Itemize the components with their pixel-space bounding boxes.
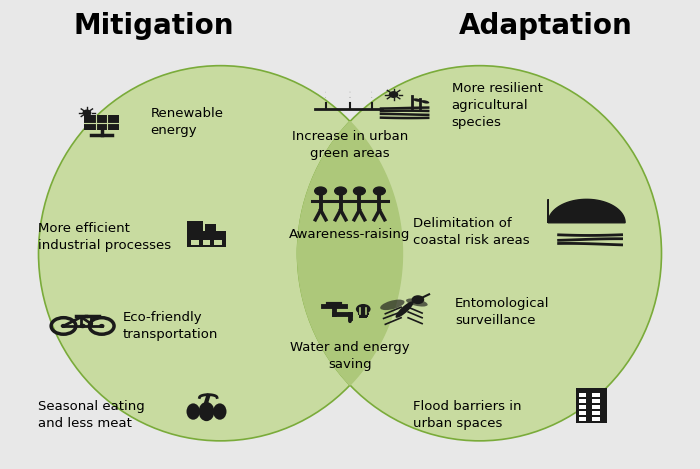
- Text: Delimitation of
coastal risk areas: Delimitation of coastal risk areas: [413, 217, 530, 247]
- Polygon shape: [548, 199, 625, 223]
- Bar: [186, 231, 227, 247]
- Circle shape: [99, 325, 104, 327]
- Ellipse shape: [38, 66, 402, 441]
- Ellipse shape: [199, 402, 214, 421]
- Circle shape: [354, 187, 365, 195]
- Text: More resilient
agricultural
species: More resilient agricultural species: [452, 82, 542, 129]
- Bar: [592, 399, 600, 403]
- Text: Water and energy
saving: Water and energy saving: [290, 341, 410, 371]
- Bar: [190, 240, 199, 245]
- Text: More efficient
industrial processes: More efficient industrial processes: [38, 222, 172, 252]
- Text: Renewable
energy: Renewable energy: [150, 107, 223, 137]
- Bar: [579, 405, 587, 408]
- Bar: [592, 393, 600, 397]
- Ellipse shape: [356, 304, 370, 314]
- Ellipse shape: [395, 301, 414, 318]
- Circle shape: [389, 92, 398, 97]
- Ellipse shape: [380, 300, 405, 310]
- Bar: [592, 411, 600, 415]
- Bar: [579, 411, 587, 415]
- Text: Adaptation: Adaptation: [459, 12, 633, 40]
- Text: Flood barriers in
urban spaces: Flood barriers in urban spaces: [413, 400, 522, 430]
- Bar: [202, 240, 211, 245]
- Circle shape: [412, 296, 423, 303]
- Circle shape: [315, 187, 326, 195]
- Bar: [575, 388, 608, 423]
- Text: Mitigation: Mitigation: [74, 12, 235, 40]
- Bar: [579, 393, 587, 397]
- Bar: [186, 221, 202, 231]
- Ellipse shape: [413, 98, 421, 102]
- Bar: [214, 240, 223, 245]
- Polygon shape: [298, 121, 402, 385]
- Text: Seasonal eating
and less meat: Seasonal eating and less meat: [38, 400, 146, 430]
- Bar: [358, 313, 369, 315]
- Circle shape: [374, 187, 385, 195]
- Text: Eco-friendly
transportation: Eco-friendly transportation: [122, 311, 218, 341]
- Bar: [205, 224, 216, 231]
- Circle shape: [80, 325, 85, 327]
- Bar: [84, 115, 119, 130]
- Ellipse shape: [406, 298, 428, 307]
- Text: Increase in urban
green areas: Increase in urban green areas: [292, 130, 408, 160]
- Ellipse shape: [213, 403, 227, 420]
- Ellipse shape: [186, 403, 200, 420]
- Ellipse shape: [348, 319, 352, 323]
- Circle shape: [83, 110, 90, 115]
- Text: Awareness-raising: Awareness-raising: [289, 228, 411, 241]
- Bar: [579, 417, 587, 421]
- Circle shape: [335, 187, 346, 195]
- Ellipse shape: [298, 66, 662, 441]
- Circle shape: [62, 325, 66, 327]
- Bar: [358, 315, 368, 317]
- Bar: [579, 399, 587, 403]
- Ellipse shape: [421, 100, 429, 104]
- Text: Entomological
surveillance: Entomological surveillance: [455, 297, 550, 327]
- Bar: [592, 405, 600, 408]
- Bar: [359, 317, 367, 318]
- Bar: [592, 417, 600, 421]
